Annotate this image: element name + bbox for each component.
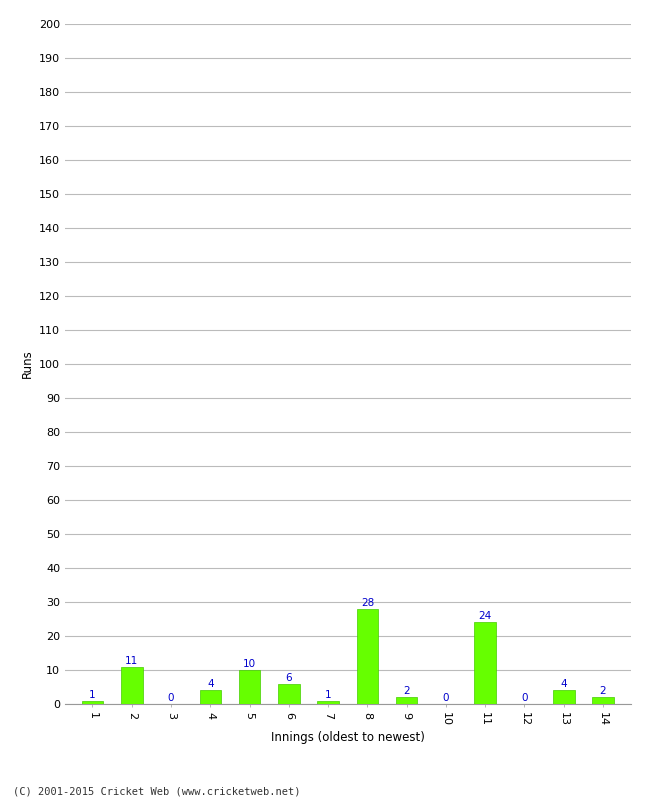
Bar [396,697,417,704]
Text: 10: 10 [243,659,256,669]
Text: 0: 0 [168,693,174,703]
Bar [357,609,378,704]
Bar [200,690,221,704]
Text: 4: 4 [207,679,214,690]
Text: 28: 28 [361,598,374,608]
Text: 6: 6 [285,673,292,682]
Text: 2: 2 [404,686,410,696]
Text: 0: 0 [443,693,449,703]
Text: 2: 2 [600,686,606,696]
Text: 11: 11 [125,655,138,666]
Bar [474,622,496,704]
Bar [239,670,261,704]
Bar [82,701,103,704]
Bar [592,697,614,704]
X-axis label: Innings (oldest to newest): Innings (oldest to newest) [271,731,424,744]
Bar [278,683,300,704]
Text: 1: 1 [89,690,96,699]
Bar [317,701,339,704]
Text: 4: 4 [560,679,567,690]
Bar [121,666,142,704]
Text: 0: 0 [521,693,528,703]
Y-axis label: Runs: Runs [20,350,33,378]
Bar [553,690,575,704]
Text: 1: 1 [325,690,332,699]
Text: 24: 24 [478,611,492,622]
Text: (C) 2001-2015 Cricket Web (www.cricketweb.net): (C) 2001-2015 Cricket Web (www.cricketwe… [13,786,300,796]
